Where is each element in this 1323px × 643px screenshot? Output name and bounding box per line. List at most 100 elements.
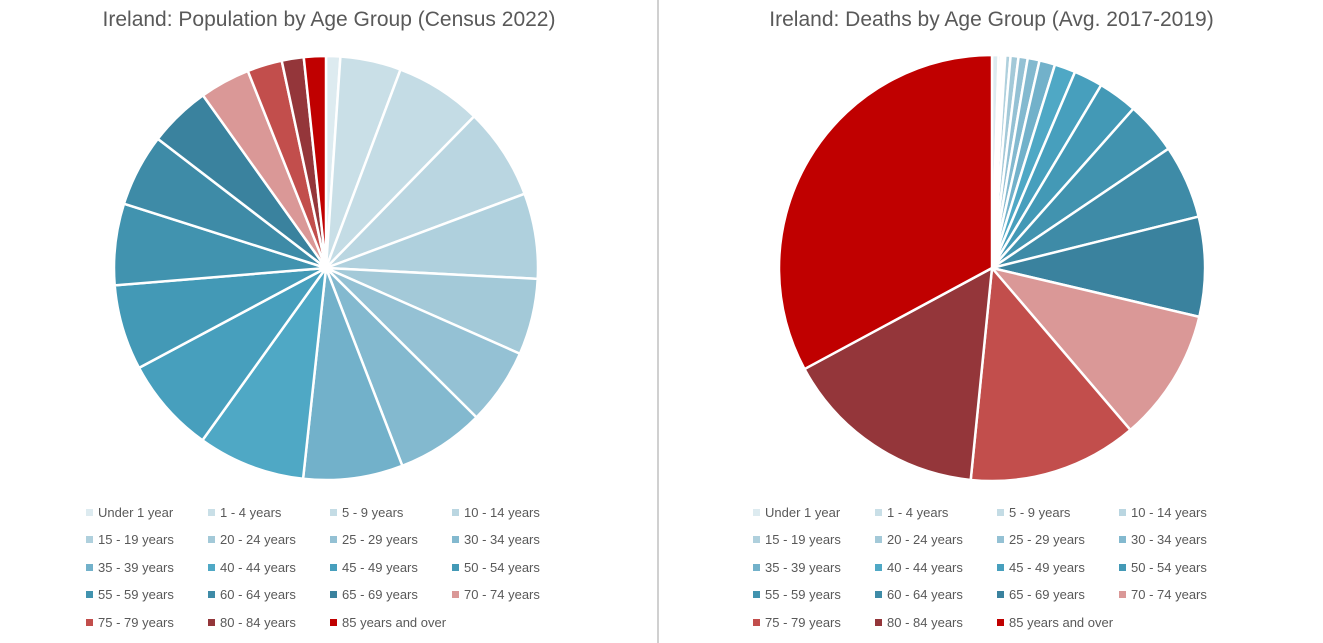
legend-label: 75 - 79 years xyxy=(98,614,174,630)
legend-swatch xyxy=(330,508,337,516)
legend-swatch xyxy=(208,508,215,516)
legend-swatch xyxy=(330,591,337,598)
legend-label: 60 - 64 years xyxy=(887,587,963,602)
legend-label: 35 - 39 years xyxy=(98,559,174,575)
legend-label: 15 - 19 years xyxy=(98,532,174,547)
panel-divider xyxy=(657,0,659,643)
legend-label: 75 - 79 years xyxy=(765,614,841,630)
legend-item-55-59-years: 55 - 59 years xyxy=(86,586,208,604)
legend-swatch xyxy=(86,536,93,543)
legend-item-85-years-and-over: 85 years and over xyxy=(997,613,1119,631)
legend-item-10-14-years: 10 - 14 years xyxy=(1119,503,1241,521)
pie-slice-75-79-years xyxy=(969,266,1132,483)
legend-swatch xyxy=(330,563,337,571)
deaths-pie xyxy=(777,53,1207,483)
legend-item-75-79-years: 75 - 79 years xyxy=(753,613,875,631)
legend-swatch xyxy=(208,591,215,598)
legend-label: 40 - 44 years xyxy=(887,559,963,575)
legend-label: 25 - 29 years xyxy=(342,532,418,547)
legend-item-80-84-years: 80 - 84 years xyxy=(208,613,330,631)
legend-item-35-39-years: 35 - 39 years xyxy=(753,558,875,576)
legend-swatch xyxy=(452,563,459,571)
legend-label: 15 - 19 years xyxy=(765,532,841,547)
legend-label: Under 1 year xyxy=(765,504,841,520)
legend-item-25-29-years: 25 - 29 years xyxy=(997,531,1119,549)
legend-label: 70 - 74 years xyxy=(464,587,540,602)
legend-label: 50 - 54 years xyxy=(464,559,540,575)
pie-slice-85-years-and-over xyxy=(777,53,994,371)
legend-item-80-84-years: 80 - 84 years xyxy=(875,613,997,631)
legend-label: 80 - 84 years xyxy=(220,614,296,630)
legend-item-under-1-year: Under 1 year xyxy=(86,503,208,521)
legend-item-45-49-years: 45 - 49 years xyxy=(997,558,1119,576)
legend-swatch xyxy=(753,508,760,516)
legend-item-40-44-years: 40 - 44 years xyxy=(875,558,997,576)
legend-item-75-79-years: 75 - 79 years xyxy=(86,613,208,631)
chart-title: Ireland: Deaths by Age Group (Avg. 2017-… xyxy=(769,8,1214,31)
legend-item-35-39-years: 35 - 39 years xyxy=(86,558,208,576)
legend-label: 50 - 54 years xyxy=(1131,559,1207,575)
legend-swatch xyxy=(875,591,882,598)
legend-label: 65 - 69 years xyxy=(342,587,418,602)
population-pie xyxy=(112,54,540,482)
pie-slice-70-74-years xyxy=(990,266,1201,432)
deaths-chart-panel: Ireland: Deaths by Age Group (Avg. 2017-… xyxy=(660,0,1323,643)
legend-label: 30 - 34 years xyxy=(464,532,540,547)
legend-label: 45 - 49 years xyxy=(1009,559,1085,575)
legend-label: 65 - 69 years xyxy=(1009,587,1085,602)
legend-item-60-64-years: 60 - 64 years xyxy=(875,586,997,604)
legend-swatch xyxy=(875,536,882,543)
legend-swatch xyxy=(997,618,1004,626)
pie-slice-85-years-and-over xyxy=(302,54,328,270)
legend-item-55-59-years: 55 - 59 years xyxy=(753,586,875,604)
legend-item-5-9-years: 5 - 9 years xyxy=(997,503,1119,521)
legend-item-70-74-years: 70 - 74 years xyxy=(1119,586,1241,604)
legend-label: 10 - 14 years xyxy=(464,504,540,520)
pie-slice-35-39-years xyxy=(301,266,404,482)
legend-item-10-14-years: 10 - 14 years xyxy=(452,503,574,521)
pie-slice-80-84-years xyxy=(803,266,994,482)
legend-swatch xyxy=(753,563,760,571)
legend-swatch xyxy=(753,591,760,598)
legend-item-25-29-years: 25 - 29 years xyxy=(330,531,452,549)
legend-swatch xyxy=(330,618,337,626)
legend-swatch xyxy=(208,618,215,626)
legend-item-1-4-years: 1 - 4 years xyxy=(208,503,330,521)
legend-swatch xyxy=(753,536,760,543)
legend-label: 5 - 9 years xyxy=(1009,504,1071,520)
legend-label: 10 - 14 years xyxy=(1131,504,1207,520)
legend-item-65-69-years: 65 - 69 years xyxy=(997,586,1119,604)
legend-swatch xyxy=(997,508,1004,516)
legend-item-1-4-years: 1 - 4 years xyxy=(875,503,997,521)
population-legend: Under 1 year 1 - 4 years 5 - 9 years 10 - 1… xyxy=(86,503,574,631)
legend-item-under-1-year: Under 1 year xyxy=(753,503,875,521)
legend-swatch xyxy=(1119,591,1126,598)
legend-item-15-19-years: 15 - 19 years xyxy=(753,531,875,549)
legend-item-45-49-years: 45 - 49 years xyxy=(330,558,452,576)
legend-item-70-74-years: 70 - 74 years xyxy=(452,586,574,604)
legend-item-60-64-years: 60 - 64 years xyxy=(208,586,330,604)
legend-label: 20 - 24 years xyxy=(887,532,963,547)
legend-item-85-years-and-over: 85 years and over xyxy=(330,613,452,631)
legend-swatch xyxy=(997,563,1004,571)
legend-item-50-54-years: 50 - 54 years xyxy=(1119,558,1241,576)
legend-swatch xyxy=(86,563,93,571)
legend-swatch xyxy=(875,563,882,571)
legend-label: 45 - 49 years xyxy=(342,559,418,575)
legend-label: 55 - 59 years xyxy=(765,587,841,602)
legend-swatch xyxy=(875,618,882,626)
legend-item-5-9-years: 5 - 9 years xyxy=(330,503,452,521)
population-chart-panel: Ireland: Population by Age Group (Census… xyxy=(0,0,658,643)
legend-item-20-24-years: 20 - 24 years xyxy=(875,531,997,549)
legend-swatch xyxy=(1119,563,1126,571)
legend-swatch xyxy=(1119,536,1126,543)
legend-item-40-44-years: 40 - 44 years xyxy=(208,558,330,576)
deaths-legend: Under 1 year 1 - 4 years 5 - 9 years 10 - 1… xyxy=(753,503,1241,631)
legend-swatch xyxy=(208,536,215,543)
legend-label: 60 - 64 years xyxy=(220,587,296,602)
legend-swatch xyxy=(997,591,1004,598)
legend-swatch xyxy=(452,591,459,598)
legend-label: 55 - 59 years xyxy=(98,587,174,602)
legend-label: 1 - 4 years xyxy=(887,504,949,520)
pie-slice-45-49-years xyxy=(137,266,328,442)
